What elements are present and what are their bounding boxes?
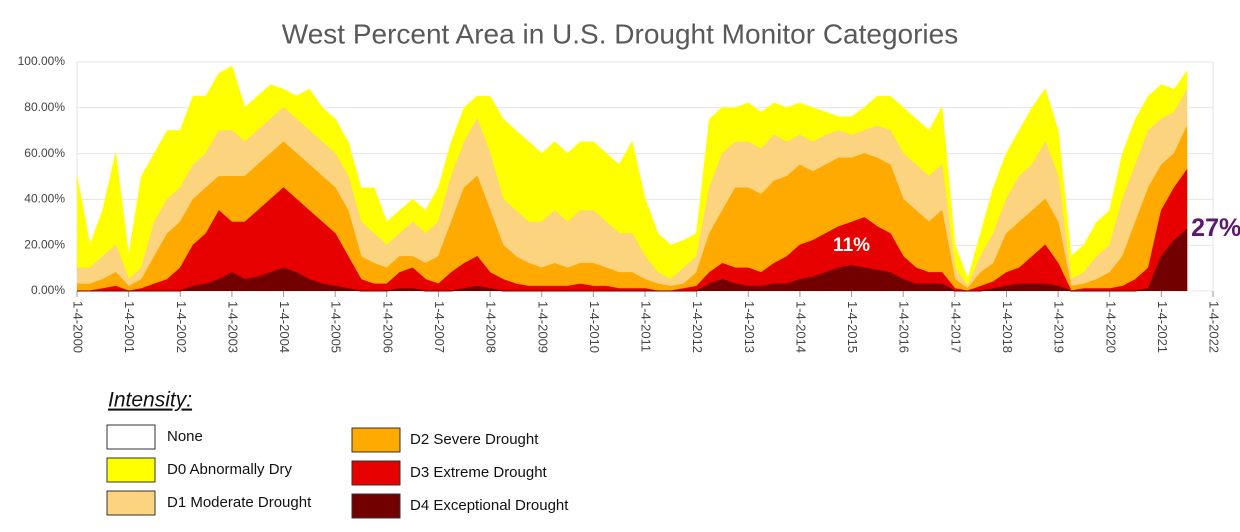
- legend-swatch: [351, 460, 401, 486]
- x-tick-label: 1-4-2015: [845, 301, 860, 353]
- x-tick-label: 1-4-2019: [1052, 301, 1067, 353]
- y-tick-label: 20.00%: [24, 237, 65, 251]
- x-tick-label: 1-4-2018: [1000, 301, 1015, 353]
- chart-title: West Percent Area in U.S. Drought Monito…: [282, 18, 958, 49]
- legend-swatch: [106, 457, 156, 483]
- x-tick-label: 1-4-2009: [535, 301, 550, 353]
- x-tick-label: 1-4-2021: [1155, 301, 1170, 353]
- legend-swatch: [106, 424, 156, 450]
- y-tick-label: 40.00%: [24, 192, 65, 206]
- area-line: [77, 89, 1188, 288]
- x-tick-label: 1-4-2010: [587, 301, 602, 353]
- x-tick-label: 1-4-2003: [225, 301, 240, 353]
- legend-swatch: [106, 490, 156, 516]
- legend-title: Intensity:: [108, 389, 192, 412]
- legend-swatch: [351, 427, 401, 453]
- value-label: 27%: [1191, 214, 1240, 242]
- x-tick-label: 1-4-2006: [380, 301, 395, 353]
- legend-label: D2 Severe Drought: [410, 431, 539, 448]
- x-tick-label: 1-4-2017: [948, 301, 963, 353]
- x-tick-label: 1-4-2001: [122, 301, 137, 353]
- x-tick-label: 1-4-2004: [277, 301, 292, 353]
- x-tick-label: 1-4-2020: [1103, 301, 1118, 353]
- legend-label: None: [167, 428, 203, 445]
- y-tick-label: 60.00%: [24, 146, 65, 160]
- legend-swatch: [351, 493, 401, 519]
- legend-label: D3 Extreme Drought: [410, 464, 548, 481]
- area-fill: [77, 126, 1188, 292]
- x-tick-label: 1-4-2014: [793, 301, 808, 353]
- x-tick-label: 1-4-2008: [484, 301, 499, 353]
- x-tick-label: 1-4-2012: [690, 301, 705, 353]
- legend-label: D4 Exceptional Drought: [410, 497, 569, 514]
- legend-label: D0 Abnormally Dry: [167, 461, 293, 478]
- x-tick-label: 1-4-2013: [742, 301, 757, 353]
- x-tick-label: 1-4-2005: [329, 301, 344, 353]
- area-line: [77, 169, 1188, 292]
- value-label: 11%: [833, 235, 870, 256]
- y-tick-label: 0.00%: [31, 283, 65, 297]
- x-tick-label: 1-4-2011: [639, 301, 654, 352]
- x-tick-label: 1-4-2000: [71, 301, 86, 353]
- area-line: [76, 65, 1188, 282]
- y-tick-label: 100.00%: [18, 54, 66, 68]
- area-line: [77, 125, 1188, 290]
- x-tick-label: 1-4-2016: [897, 301, 912, 353]
- x-tick-label: 1-4-2022: [1207, 301, 1222, 353]
- y-tick-label: 80.00%: [24, 100, 65, 114]
- x-tick-label: 1-4-2007: [432, 301, 447, 353]
- area-line: [77, 228, 1188, 292]
- area-fill: [77, 169, 1188, 291]
- x-tick-label: 1-4-2002: [174, 301, 189, 353]
- legend-label: D1 Moderate Drought: [167, 494, 312, 511]
